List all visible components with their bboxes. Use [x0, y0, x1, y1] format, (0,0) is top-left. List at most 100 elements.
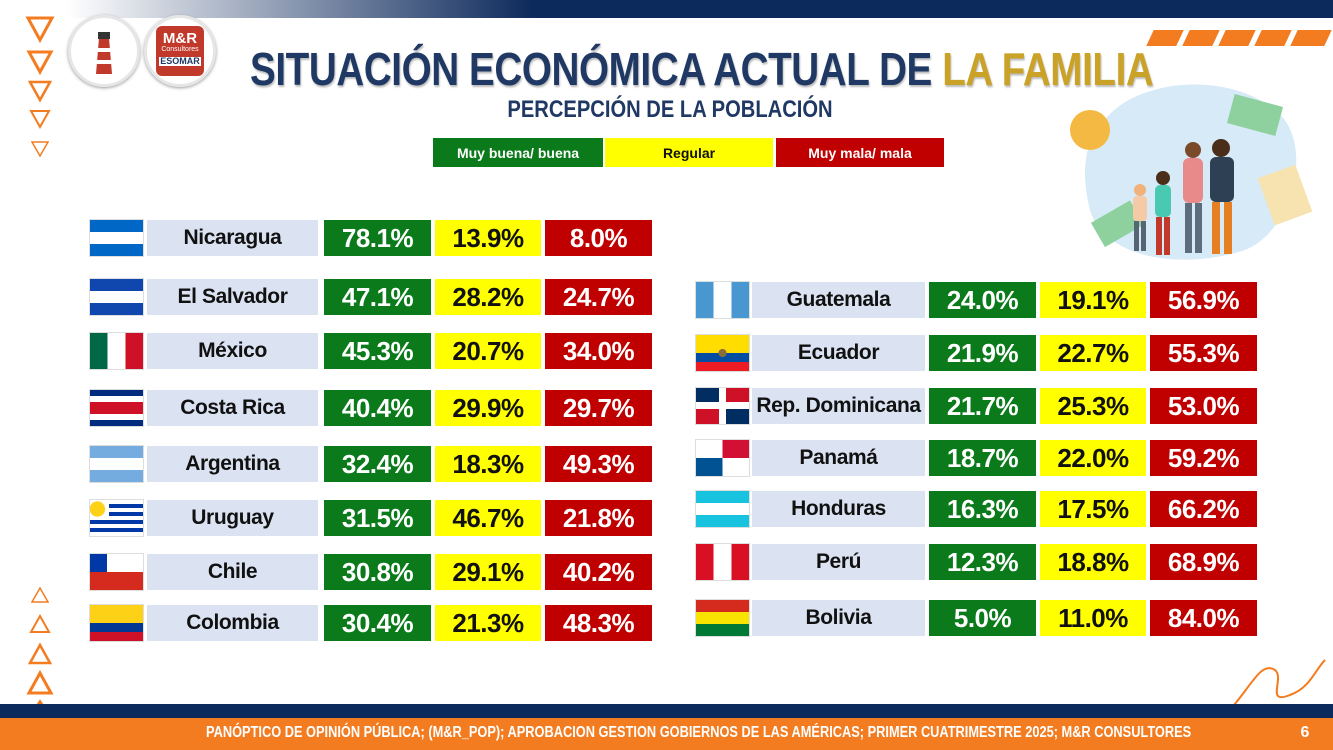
value-good: 40.4% [324, 390, 431, 426]
value-regular: 28.2% [435, 279, 541, 315]
value-regular: 22.0% [1040, 440, 1146, 476]
country-name: Colombia [147, 605, 318, 641]
value-regular: 20.7% [435, 333, 541, 369]
flag [696, 388, 749, 424]
value-regular: 25.3% [1040, 388, 1146, 424]
value-bad: 29.7% [545, 390, 652, 426]
value-bad: 56.9% [1150, 282, 1257, 318]
flag [90, 500, 143, 536]
value-good: 45.3% [324, 333, 431, 369]
flag [696, 282, 749, 318]
value-bad: 49.3% [545, 446, 652, 482]
value-bad: 21.8% [545, 500, 652, 536]
flag [90, 333, 143, 369]
country-name: Rep. Dominicana [752, 388, 925, 424]
value-regular: 13.9% [435, 220, 541, 256]
value-bad: 8.0% [545, 220, 652, 256]
flag [696, 544, 749, 580]
value-good: 12.3% [929, 544, 1036, 580]
flag [696, 440, 749, 476]
country-name: Nicaragua [147, 220, 318, 256]
lighthouse-icon [96, 32, 112, 74]
value-good: 30.8% [324, 554, 431, 590]
value-regular: 29.9% [435, 390, 541, 426]
decor-swirl [1224, 659, 1326, 716]
country-name: Honduras [752, 491, 925, 527]
subtitle: PERCEPCIÓN DE LA POBLACIÓN [507, 96, 833, 123]
value-regular: 19.1% [1040, 282, 1146, 318]
flag [90, 390, 143, 426]
value-regular: 22.7% [1040, 335, 1146, 371]
page-number: 6 [1300, 724, 1310, 741]
value-bad: 59.2% [1150, 440, 1257, 476]
country-name: Ecuador [752, 335, 925, 371]
decor-triangles-top [25, 16, 55, 158]
value-regular: 46.7% [435, 500, 541, 536]
logo-sub: Consultores [161, 46, 199, 53]
title: SITUACIÓN ECONÓMICA ACTUAL DE LA FAMILIA [250, 42, 1154, 96]
top-band-white [60, 18, 1333, 32]
family-illustration [1070, 84, 1313, 260]
value-regular: 21.3% [435, 605, 541, 641]
legend-good: Muy buena/ buena [433, 138, 603, 167]
value-bad: 24.7% [545, 279, 652, 315]
logo-org: ESOMAR [159, 56, 201, 66]
value-regular: 11.0% [1040, 600, 1146, 636]
value-regular: 18.8% [1040, 544, 1146, 580]
title-highlight: LA FAMILIA [942, 43, 1154, 95]
value-bad: 53.0% [1150, 388, 1257, 424]
logo-badge: M&R Consultores ESOMAR [156, 26, 204, 76]
flag [696, 600, 749, 636]
legend-regular: Regular [605, 138, 773, 167]
value-bad: 84.0% [1150, 600, 1257, 636]
value-good: 78.1% [324, 220, 431, 256]
flag [90, 279, 143, 315]
value-bad: 68.9% [1150, 544, 1257, 580]
flag [696, 335, 749, 371]
value-good: 5.0% [929, 600, 1036, 636]
country-name: Costa Rica [147, 390, 318, 426]
logo-name: M&R [162, 30, 198, 47]
decor-dashes [1146, 30, 1332, 48]
country-name: México [147, 333, 318, 369]
value-regular: 17.5% [1040, 491, 1146, 527]
footer-band [0, 704, 1333, 718]
value-bad: 40.2% [545, 554, 652, 590]
value-good: 24.0% [929, 282, 1036, 318]
value-good: 47.1% [324, 279, 431, 315]
country-name: Argentina [147, 446, 318, 482]
flag [90, 554, 143, 590]
country-name: Guatemala [752, 282, 925, 318]
top-band [0, 0, 1333, 18]
value-good: 21.9% [929, 335, 1036, 371]
value-good: 30.4% [324, 605, 431, 641]
value-good: 18.7% [929, 440, 1036, 476]
value-good: 16.3% [929, 491, 1036, 527]
flag [90, 220, 143, 256]
decor-triangles-bottom [26, 586, 54, 720]
value-bad: 34.0% [545, 333, 652, 369]
legend-bad: Muy mala/ mala [776, 138, 944, 167]
country-name: Chile [147, 554, 318, 590]
value-bad: 48.3% [545, 605, 652, 641]
country-name: Bolivia [752, 600, 925, 636]
logo-mr: M&R Consultores ESOMAR [144, 15, 216, 87]
value-regular: 18.3% [435, 446, 541, 482]
value-bad: 66.2% [1150, 491, 1257, 527]
title-main: SITUACIÓN ECONÓMICA ACTUAL DE [250, 43, 932, 95]
country-name: Uruguay [147, 500, 318, 536]
flag [90, 446, 143, 482]
flag [90, 605, 143, 641]
value-good: 31.5% [324, 500, 431, 536]
country-name: Perú [752, 544, 925, 580]
value-bad: 55.3% [1150, 335, 1257, 371]
value-good: 21.7% [929, 388, 1036, 424]
value-good: 32.4% [324, 446, 431, 482]
footer-source: PANÓPTICO DE OPINIÓN PÚBLICA; (M&R_POP);… [206, 724, 1192, 741]
value-regular: 29.1% [435, 554, 541, 590]
footer-bar [0, 718, 1333, 750]
logo-lighthouse [68, 15, 140, 87]
flag [696, 491, 749, 527]
country-name: El Salvador [147, 279, 318, 315]
